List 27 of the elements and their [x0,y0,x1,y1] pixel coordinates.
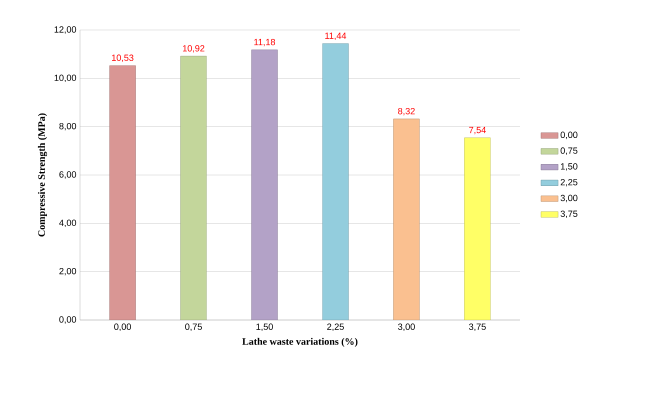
y-tick-label: 8,00 [59,122,76,130]
x-axis-title: Lathe waste variations (%) [242,338,358,347]
x-tick-label: 0,00 [114,324,131,331]
legend-label: 0,75 [560,147,578,155]
y-axis-title: Compressive Strength (MPa) [38,113,48,237]
data-label: 11,44 [325,32,346,40]
y-tick-label: 12,00 [54,26,76,34]
x-tick-label: 1,50 [256,324,273,331]
legend-label: 3,75 [560,210,578,218]
y-tick-label: 2,00 [59,268,76,276]
legend-label: 1,50 [560,163,578,171]
data-label: 11,18 [254,38,276,46]
legend-label: 3,00 [560,194,578,202]
x-tick-label: 3,75 [469,324,486,331]
legend-label: 0,00 [560,132,578,140]
data-label: 8,32 [398,108,415,116]
y-tick-label: 10,00 [54,74,76,82]
data-label: 7,54 [469,126,486,134]
legend-label: 2,25 [560,178,578,186]
y-tick-label: 6,00 [59,171,76,179]
data-label: 10,53 [112,54,134,62]
data-label: 10,92 [182,45,204,53]
x-tick-label: 0,75 [185,324,202,331]
y-tick-label: 4,00 [59,220,76,228]
x-tick-label: 3,00 [398,324,415,331]
x-tick-label: 2,25 [327,324,344,331]
y-tick-label: 0,00 [59,316,76,324]
